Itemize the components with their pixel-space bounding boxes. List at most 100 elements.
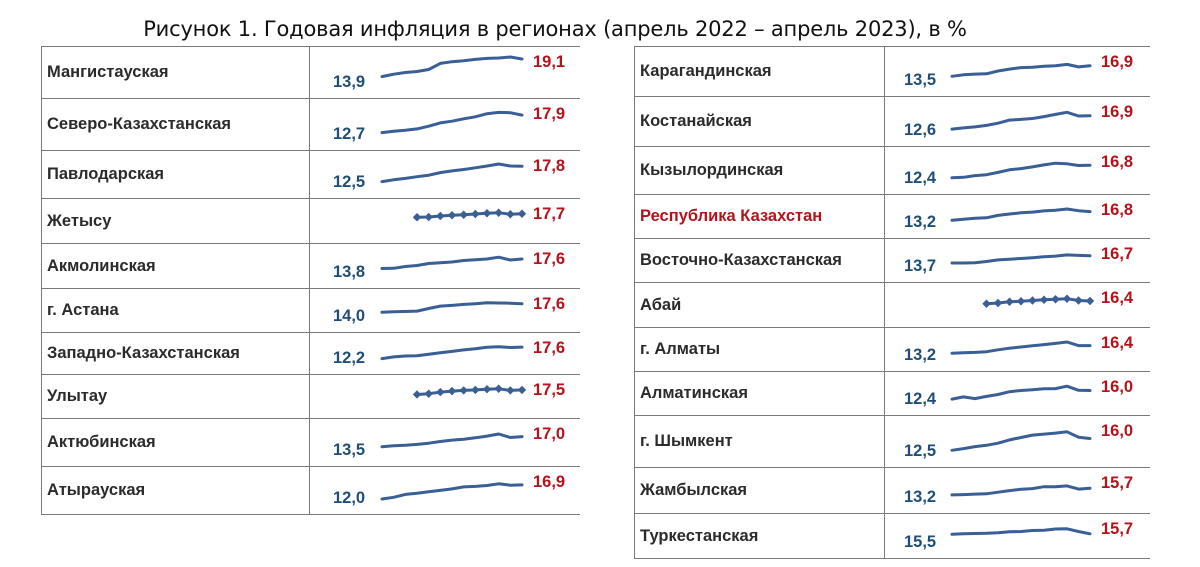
- sparkline-cell: 13,8 17,6: [310, 244, 580, 289]
- sparkline-point: [459, 386, 468, 395]
- sparkline-series: [380, 345, 524, 361]
- sparkline-series: [950, 484, 1092, 497]
- start-value-label: 13,5: [904, 71, 937, 89]
- sparkline-cell: 12,7 17,9: [310, 99, 580, 151]
- sparkline-series: [950, 527, 1092, 536]
- end-value-label: 16,4: [1101, 334, 1134, 352]
- region-name: Кызылординская: [635, 147, 885, 194]
- sparkline-cell: 14,0 17,6: [310, 289, 580, 333]
- sparkline: [380, 345, 524, 361]
- start-value-label: 12,2: [333, 349, 366, 367]
- sparkline-cell: 12,4 16,8: [885, 147, 1150, 195]
- region-name: Акмолинская: [42, 244, 310, 288]
- start-value-label: 13,5: [333, 441, 366, 459]
- region-name: г. Шымкент: [635, 416, 885, 467]
- region-row-актюбинская: Актюбинская 13,5 17,0: [42, 419, 580, 467]
- start-value-label: 12,4: [904, 169, 937, 187]
- sparkline: [380, 162, 524, 184]
- region-name: Алматинская: [635, 372, 885, 415]
- start-value-label: 12,7: [333, 125, 366, 143]
- region-name: Жамбылская: [635, 468, 885, 513]
- end-value-label: 16,9: [1101, 103, 1134, 121]
- sparkline: [950, 253, 1092, 265]
- end-value-label: 15,7: [1101, 474, 1134, 492]
- region-name: Туркестанская: [635, 514, 885, 558]
- region-name: Павлодарская: [42, 151, 310, 198]
- sparkline: [950, 484, 1092, 497]
- region-row-г-шымкент: г. Шымкент 12,5 16,0: [635, 416, 1150, 468]
- sparkline-point: [506, 386, 515, 395]
- region-row-северо-казахстанская: Северо-Казахстанская 12,7 17,9: [42, 99, 580, 151]
- sparkline-cell: 13,5 16,9: [885, 47, 1150, 97]
- sparkline-series: [415, 211, 524, 219]
- sparkline-cell: 12,5 17,8: [310, 151, 580, 199]
- sparkline: [380, 432, 524, 449]
- sparkline-point: [459, 210, 468, 219]
- sparkline: [950, 340, 1092, 355]
- sparkline-point: [1005, 297, 1014, 306]
- sparkline-point: [482, 209, 492, 218]
- start-value-label: 13,9: [333, 73, 366, 91]
- start-value-label: 12,5: [333, 173, 366, 191]
- end-value-label: 17,5: [533, 381, 566, 399]
- sparkline-cell: 13,7 16,7: [885, 239, 1150, 283]
- sparkline: [982, 294, 1095, 308]
- sparkline-cell: 12,0 16,9: [310, 467, 580, 515]
- sparkline-series: [950, 384, 1092, 401]
- sparkline-point: [1062, 294, 1072, 303]
- sparkline-point: [993, 298, 1003, 308]
- region-row-западно-казахстанская: Западно-Казахстанская 12,2 17,6: [42, 333, 580, 375]
- sparkline-cell: 15,5 15,7: [885, 514, 1150, 559]
- sparkline-point: [424, 389, 433, 398]
- start-value-label: 12,6: [904, 121, 937, 139]
- sparkline-cell: 13,5 17,0: [310, 419, 580, 467]
- region-row-костанайская: Костанайская 12,6 16,9: [635, 97, 1150, 147]
- sparkline-point: [506, 210, 515, 219]
- region-row-павлодарская: Павлодарская 12,5 17,8: [42, 151, 580, 199]
- region-name: Атырауская: [42, 467, 310, 514]
- region-name: Костанайская: [635, 97, 885, 146]
- sparkline-point: [447, 386, 457, 396]
- sparkline-cell: 17,7: [310, 199, 580, 244]
- start-value-label: 12,4: [904, 390, 937, 408]
- region-row-кызылординская: Кызылординская 12,4 16,8: [635, 147, 1150, 195]
- sparkline-point: [1085, 296, 1095, 306]
- region-name: Жетысу: [42, 199, 310, 243]
- right-panel: Карагандинская 13,5 16,9 Костанайская 12,6 16…: [634, 46, 1150, 559]
- region-name: Восточно-Казахстанская: [635, 239, 885, 282]
- region-row-карагандинская: Карагандинская 13,5 16,9: [635, 47, 1150, 97]
- region-name: Абай: [635, 283, 885, 327]
- sparkline: [950, 384, 1092, 401]
- end-value-label: 16,7: [1101, 245, 1134, 263]
- sparkline-point: [447, 211, 457, 220]
- start-value-label: 13,2: [904, 213, 937, 231]
- end-value-label: 16,8: [1101, 201, 1134, 219]
- sparkline: [950, 527, 1092, 536]
- start-value-label: 13,7: [904, 257, 937, 275]
- start-value-label: 12,5: [904, 442, 937, 460]
- start-value-label: 12,0: [333, 489, 366, 507]
- sparkline-point: [494, 384, 503, 393]
- sparkline-series: [950, 161, 1092, 180]
- sparkline-cell: 13,9 19,1: [310, 47, 580, 99]
- sparkline-series: [380, 301, 524, 314]
- region-row-республика-казахстан: Республика Казахстан 13,2 16,8: [635, 195, 1150, 239]
- start-value-label: 13,2: [904, 346, 937, 364]
- region-name: Улытау: [42, 375, 310, 418]
- end-value-label: 16,0: [1101, 422, 1134, 440]
- sparkline-point: [517, 385, 527, 395]
- region-row-алматинская: Алматинская 12,4 16,0: [635, 372, 1150, 416]
- region-row-улытау: Улытау 17,5: [42, 375, 580, 419]
- region-row-атырауская: Атырауская 12,0 16,9: [42, 467, 580, 515]
- sparkline-series: [380, 482, 524, 501]
- region-row-жамбылская: Жамбылская 13,2 15,7: [635, 468, 1150, 514]
- sparkline-series: [950, 62, 1092, 78]
- region-name: Мангистауская: [42, 47, 310, 98]
- sparkline: [412, 208, 527, 222]
- sparkline: [950, 207, 1092, 222]
- sparkline-point: [482, 385, 492, 394]
- start-value-label: 14,0: [333, 307, 366, 325]
- sparkline-series: [985, 297, 1092, 306]
- region-row-восточно-казахстанская: Восточно-Казахстанская 13,7 16,7: [635, 239, 1150, 283]
- sparkline-point: [471, 209, 480, 219]
